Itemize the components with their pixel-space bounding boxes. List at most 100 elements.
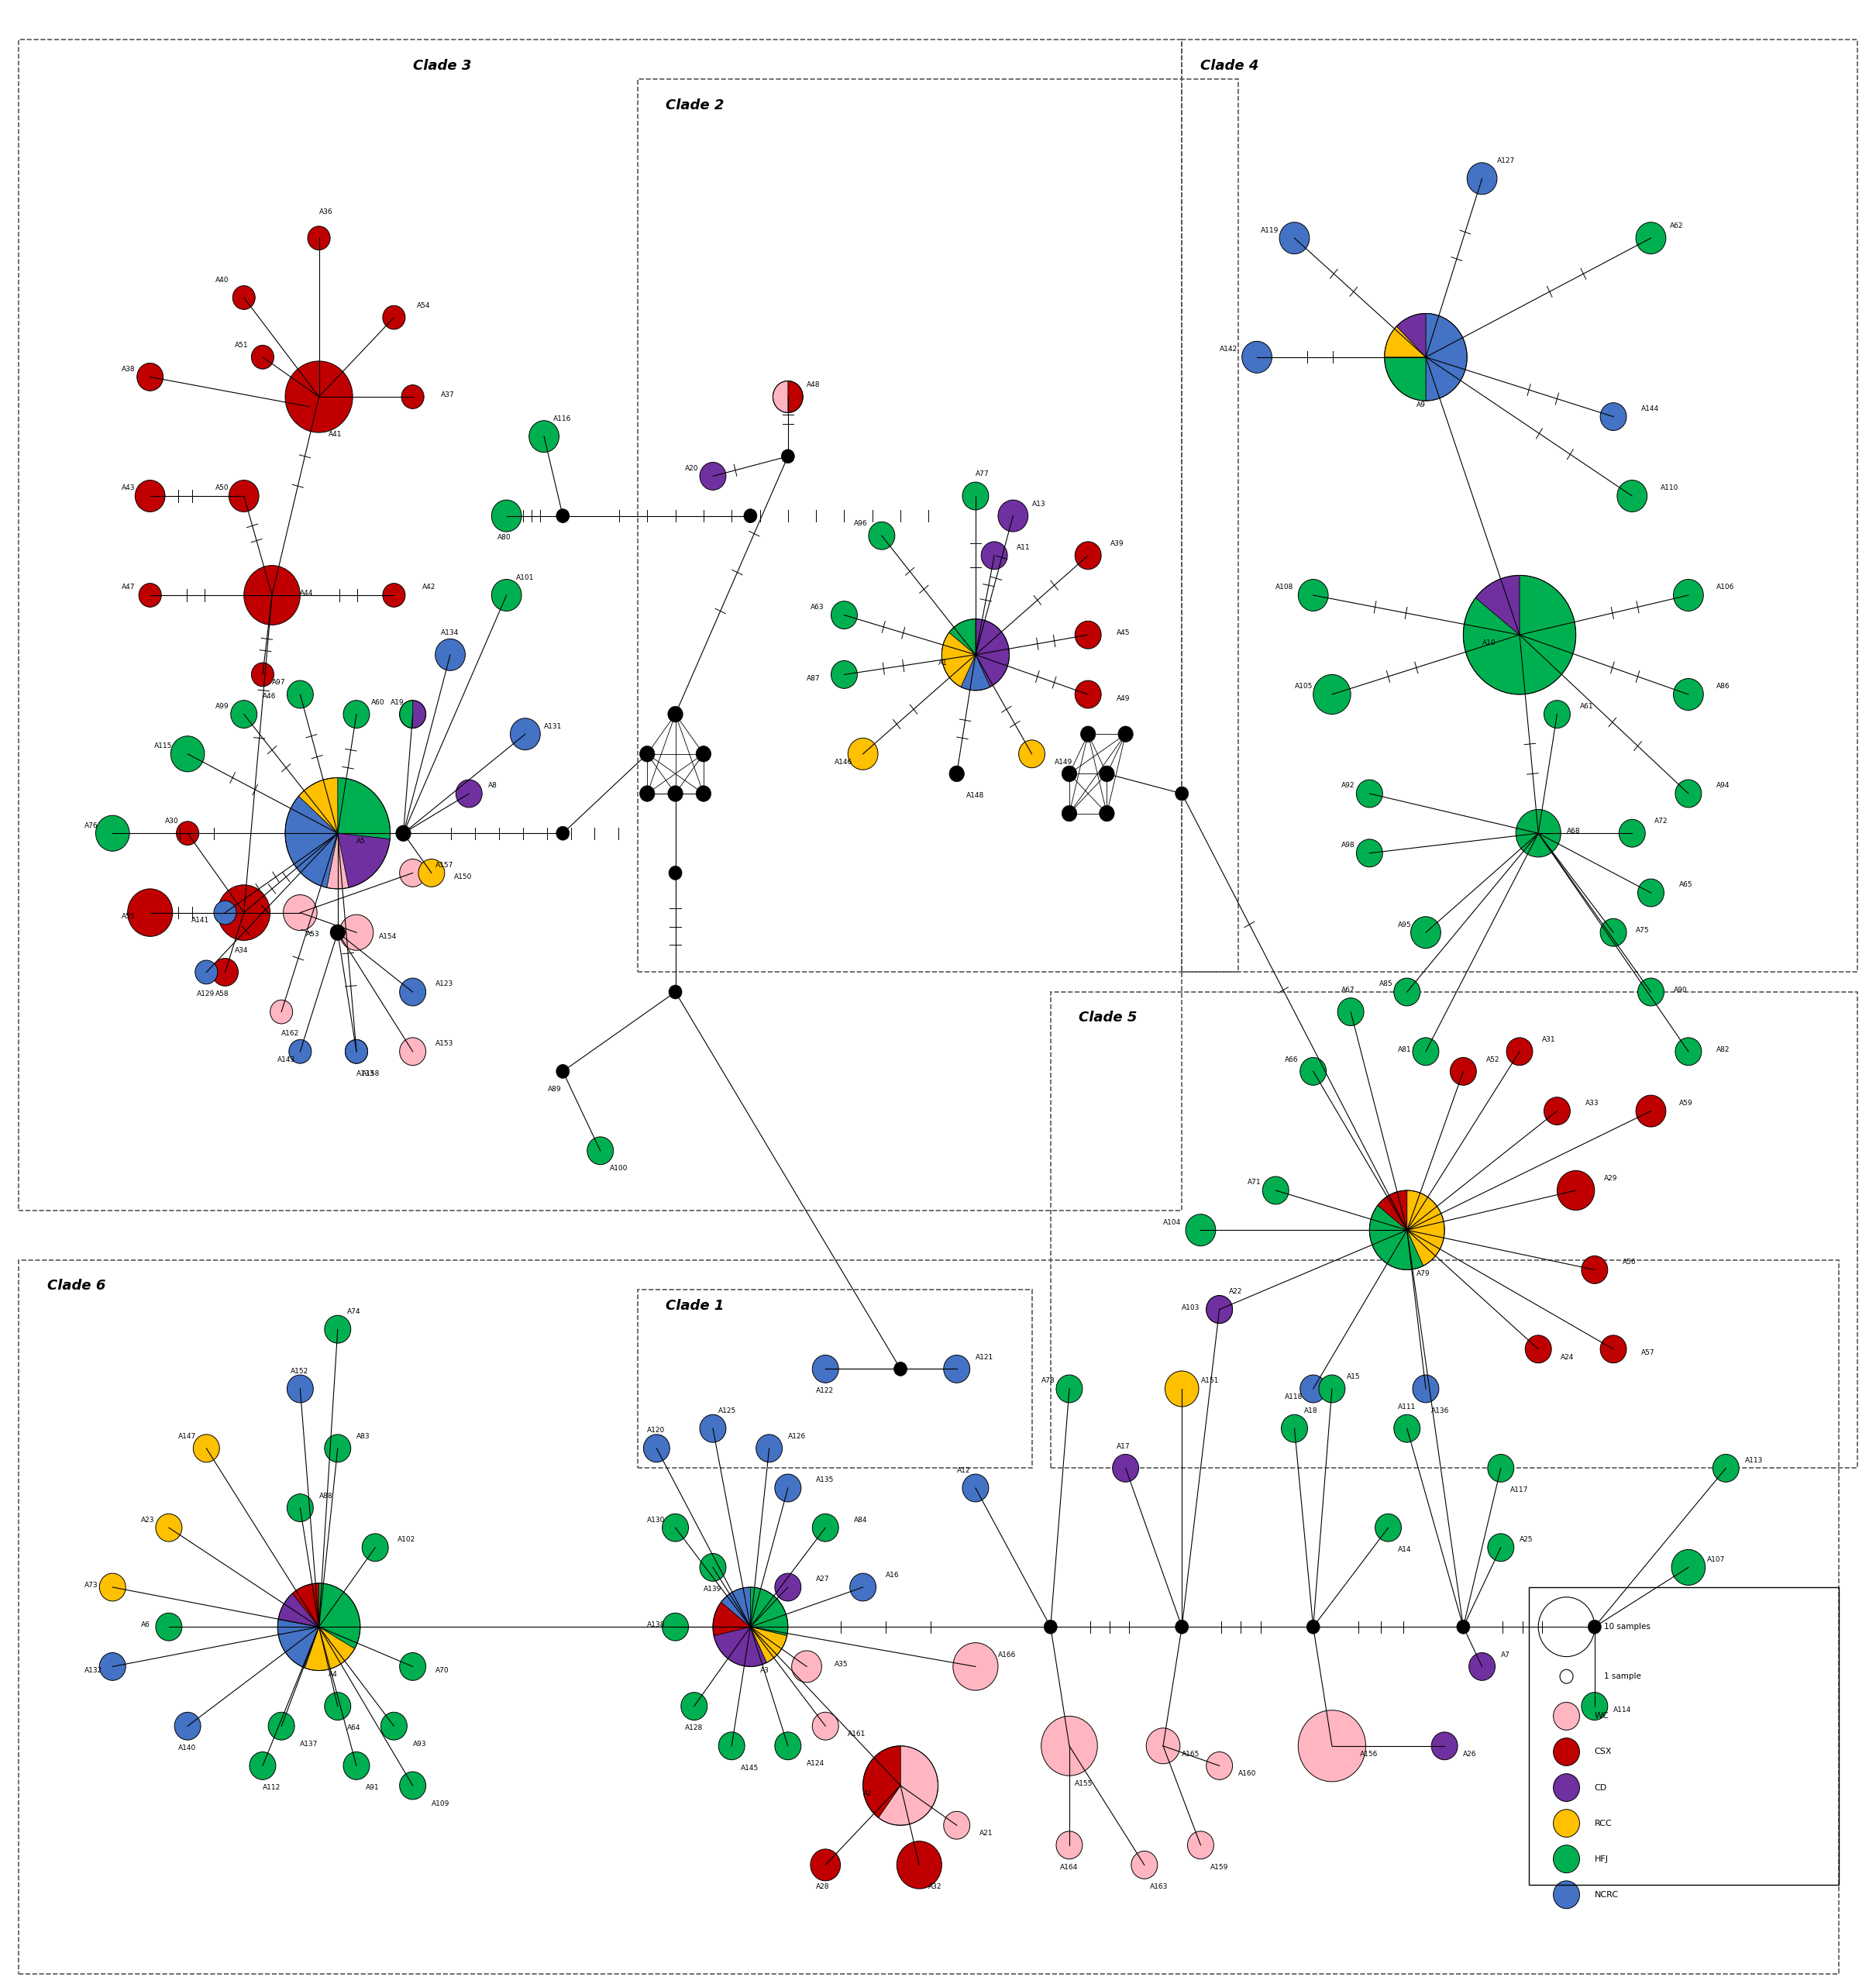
Circle shape bbox=[1673, 679, 1703, 710]
Text: A40: A40 bbox=[216, 276, 229, 284]
Circle shape bbox=[1456, 1619, 1471, 1635]
Text: A152: A152 bbox=[291, 1367, 310, 1375]
Circle shape bbox=[944, 1811, 970, 1839]
Text: A159: A159 bbox=[1210, 1863, 1229, 1871]
Circle shape bbox=[1431, 1732, 1458, 1760]
Circle shape bbox=[1516, 809, 1561, 857]
Text: A64: A64 bbox=[347, 1724, 360, 1732]
Circle shape bbox=[1673, 579, 1703, 611]
Circle shape bbox=[792, 1651, 822, 1682]
Text: A113: A113 bbox=[1745, 1456, 1763, 1464]
Text: A29: A29 bbox=[1604, 1175, 1617, 1182]
Circle shape bbox=[325, 1692, 351, 1720]
Text: A37: A37 bbox=[441, 391, 454, 399]
Circle shape bbox=[287, 681, 313, 708]
Wedge shape bbox=[863, 1746, 900, 1817]
Text: Clade 6: Clade 6 bbox=[47, 1280, 105, 1294]
Text: A99: A99 bbox=[216, 702, 229, 710]
Text: A156: A156 bbox=[1360, 1750, 1379, 1758]
Circle shape bbox=[345, 1040, 368, 1063]
Circle shape bbox=[1062, 766, 1077, 782]
Circle shape bbox=[400, 1772, 426, 1799]
Wedge shape bbox=[400, 700, 413, 728]
Text: A17: A17 bbox=[1116, 1442, 1129, 1450]
Text: A58: A58 bbox=[216, 990, 229, 998]
Circle shape bbox=[156, 1613, 182, 1641]
Text: A63: A63 bbox=[810, 603, 824, 611]
Text: A32: A32 bbox=[929, 1883, 942, 1891]
Circle shape bbox=[128, 889, 173, 936]
Circle shape bbox=[1467, 163, 1497, 194]
Wedge shape bbox=[788, 381, 803, 413]
Circle shape bbox=[1146, 1728, 1180, 1764]
Circle shape bbox=[775, 1573, 801, 1601]
Text: A52: A52 bbox=[1486, 1055, 1499, 1063]
Text: A110: A110 bbox=[1660, 484, 1679, 492]
Text: A46: A46 bbox=[263, 692, 276, 700]
Circle shape bbox=[1506, 1038, 1533, 1065]
Wedge shape bbox=[1384, 325, 1426, 357]
Circle shape bbox=[1600, 1335, 1626, 1363]
Circle shape bbox=[668, 786, 683, 802]
Circle shape bbox=[171, 736, 204, 772]
Circle shape bbox=[1581, 1256, 1608, 1284]
Text: A15: A15 bbox=[1347, 1373, 1360, 1381]
Text: A78: A78 bbox=[1041, 1377, 1054, 1385]
Circle shape bbox=[231, 700, 257, 728]
Circle shape bbox=[1206, 1752, 1233, 1780]
Text: A111: A111 bbox=[1398, 1403, 1416, 1411]
Text: A18: A18 bbox=[1304, 1407, 1317, 1415]
Circle shape bbox=[435, 639, 465, 671]
Circle shape bbox=[1056, 1375, 1082, 1403]
Text: A138: A138 bbox=[647, 1621, 666, 1629]
Text: A70: A70 bbox=[435, 1667, 448, 1674]
Circle shape bbox=[1600, 403, 1626, 431]
Text: A60: A60 bbox=[371, 698, 385, 706]
Text: A71: A71 bbox=[1248, 1178, 1261, 1186]
Text: A3: A3 bbox=[760, 1667, 769, 1674]
Text: A26: A26 bbox=[1463, 1750, 1476, 1758]
Circle shape bbox=[1619, 819, 1645, 847]
Text: A96: A96 bbox=[854, 520, 867, 528]
Text: A131: A131 bbox=[544, 722, 563, 730]
Text: A97: A97 bbox=[272, 679, 285, 686]
Wedge shape bbox=[713, 1603, 750, 1635]
Text: A94: A94 bbox=[1717, 782, 1730, 790]
Circle shape bbox=[345, 1040, 368, 1063]
Circle shape bbox=[285, 361, 353, 433]
Circle shape bbox=[1675, 1038, 1702, 1065]
Text: NCRC: NCRC bbox=[1595, 1891, 1619, 1899]
Circle shape bbox=[670, 986, 683, 1000]
Circle shape bbox=[893, 1363, 908, 1377]
Circle shape bbox=[719, 1732, 745, 1760]
Text: A133: A133 bbox=[356, 1069, 375, 1077]
Circle shape bbox=[1281, 1415, 1308, 1442]
Circle shape bbox=[381, 1712, 407, 1740]
Text: A73: A73 bbox=[84, 1581, 98, 1589]
Text: A2: A2 bbox=[863, 1790, 872, 1798]
Circle shape bbox=[944, 1355, 970, 1383]
Circle shape bbox=[1165, 1371, 1199, 1407]
Text: A125: A125 bbox=[719, 1407, 737, 1415]
Text: A126: A126 bbox=[788, 1432, 807, 1440]
Text: A91: A91 bbox=[366, 1784, 379, 1792]
Text: A151: A151 bbox=[1201, 1377, 1219, 1385]
Text: A43: A43 bbox=[122, 484, 135, 492]
Circle shape bbox=[1544, 700, 1570, 728]
Text: A89: A89 bbox=[548, 1085, 561, 1093]
Text: A154: A154 bbox=[379, 932, 398, 940]
Text: A34: A34 bbox=[234, 946, 248, 954]
Circle shape bbox=[1019, 740, 1045, 768]
Circle shape bbox=[700, 462, 726, 490]
Text: A109: A109 bbox=[431, 1799, 450, 1807]
Text: A30: A30 bbox=[165, 817, 178, 825]
Text: A119: A119 bbox=[1261, 226, 1279, 234]
Circle shape bbox=[283, 895, 317, 930]
Circle shape bbox=[953, 1643, 998, 1690]
Circle shape bbox=[1638, 879, 1664, 907]
Text: A123: A123 bbox=[435, 980, 454, 988]
Circle shape bbox=[229, 480, 259, 512]
Circle shape bbox=[1206, 1296, 1233, 1323]
Circle shape bbox=[325, 1434, 351, 1462]
Circle shape bbox=[96, 815, 129, 851]
